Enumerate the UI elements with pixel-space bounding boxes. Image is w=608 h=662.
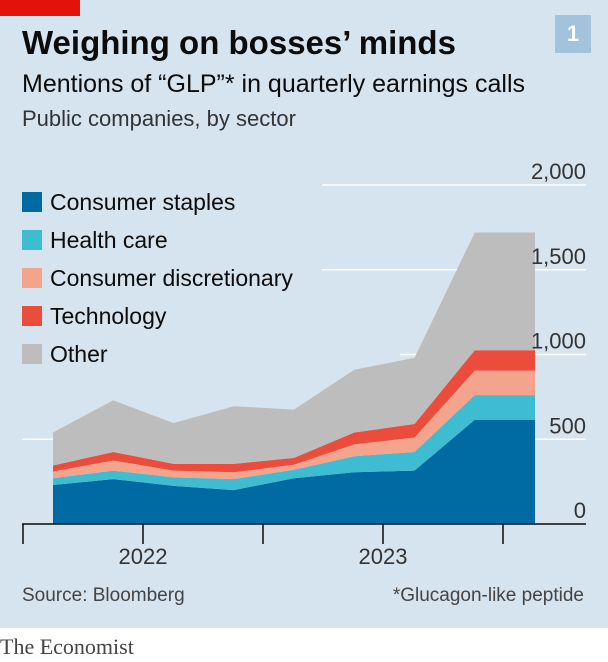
area-consumer-staples — [53, 419, 535, 524]
y-tick-label: 1,500 — [531, 244, 586, 269]
legend-item: Consumer staples — [22, 183, 293, 221]
legend-swatch — [22, 344, 42, 364]
legend-label: Technology — [50, 302, 167, 329]
legend-item: Technology — [22, 297, 293, 335]
legend-item: Health care — [22, 221, 293, 259]
legend-swatch — [22, 306, 42, 326]
chart-title: Weighing on bosses’ minds — [22, 24, 456, 61]
area-technology — [53, 350, 535, 473]
legend-swatch — [22, 230, 42, 250]
source-note: Source: Bloomberg — [22, 585, 185, 606]
legend-item: Consumer discretionary — [22, 259, 293, 297]
legend-swatch — [22, 268, 42, 288]
legend-label: Consumer staples — [50, 188, 236, 215]
x-tick-label: 2022 — [119, 544, 168, 569]
legend-label: Other — [50, 340, 108, 367]
legend-label: Consumer discretionary — [50, 264, 293, 291]
legend-label: Health care — [50, 226, 168, 253]
y-tick-label: 1,000 — [531, 329, 586, 354]
area-health-care — [53, 395, 535, 491]
y-tick-label: 0 — [574, 498, 586, 523]
chart-subsubtitle: Public companies, by sector — [22, 106, 296, 131]
chart-legend: Consumer staples Health care Consumer disc… — [22, 183, 293, 373]
y-tick-label: 500 — [549, 413, 586, 438]
chart-subtitle: Mentions of “GLP”* in quarterly earnings… — [22, 70, 526, 98]
area-consumer-discretionary — [53, 370, 535, 480]
chart-number-badge: 1 — [555, 15, 591, 53]
legend-item: Other — [22, 335, 293, 373]
footnote: *Glucagon-like peptide — [392, 585, 584, 606]
area-other — [53, 232, 535, 466]
x-tick-label: 2023 — [359, 544, 408, 569]
y-tick-label: 2,000 — [531, 159, 586, 184]
stacked-area-chart: 2,000 1,500 1,000 500 0 2022 2023 — [22, 159, 586, 569]
publisher-brand: The Economist — [0, 634, 134, 659]
legend-swatch — [22, 192, 42, 212]
brand-red-tag — [0, 0, 80, 16]
